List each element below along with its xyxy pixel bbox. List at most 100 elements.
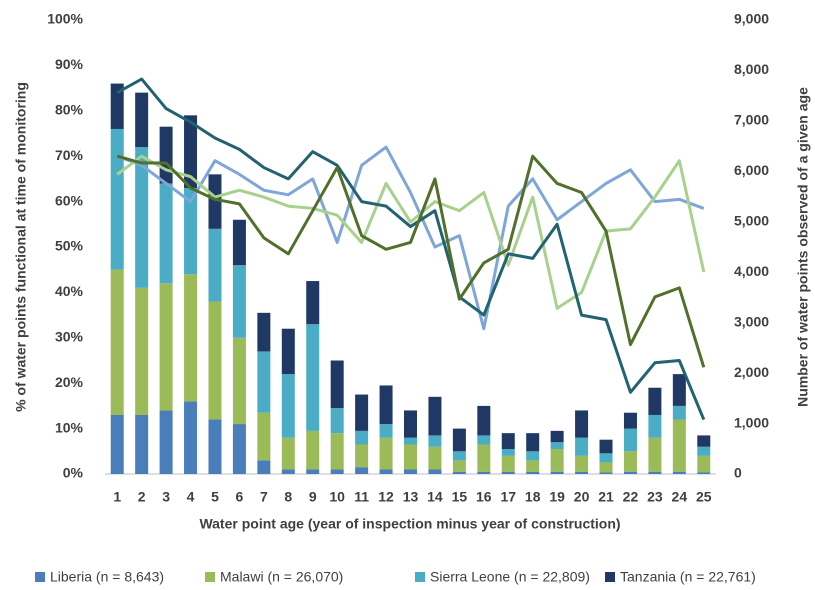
x-tick-label: 15	[452, 489, 468, 505]
x-tick-label: 8	[284, 489, 292, 505]
y-tick-label: 100%	[47, 11, 83, 27]
bar-segment	[257, 460, 271, 474]
x-tick-label: 10	[329, 489, 345, 505]
bar-segment	[526, 451, 540, 461]
bar-segment	[404, 410, 417, 438]
bar-segment	[257, 351, 271, 413]
bar-segment	[526, 460, 540, 472]
line-series	[116, 154, 706, 368]
x-tick-label: 23	[647, 489, 663, 505]
bar-segment	[672, 374, 686, 406]
bar-segment	[159, 183, 173, 284]
bar-segment	[697, 472, 711, 474]
bar-segment	[379, 385, 393, 425]
x-tick-label: 17	[500, 489, 516, 505]
x-tick-label: 14	[427, 489, 443, 505]
x-tick-label: 3	[162, 489, 170, 505]
bar-segment	[281, 328, 295, 375]
x-tick-label: 20	[574, 489, 590, 505]
bar-segment	[379, 424, 393, 438]
line-series	[116, 77, 706, 421]
y-tick-label: 70%	[55, 147, 84, 163]
x-tick-label: 18	[525, 489, 541, 505]
bar-segment	[379, 437, 393, 470]
bar-segment	[428, 469, 442, 474]
bar-segment	[575, 471, 589, 474]
y-tick-label: 0%	[63, 465, 84, 481]
bar-segment	[232, 219, 246, 266]
y-tick-label: 20%	[55, 374, 84, 390]
y2-tick-label: 5,000	[734, 212, 769, 228]
bar-segment	[575, 455, 589, 472]
x-tick-label: 24	[672, 489, 688, 505]
bar-segment	[135, 414, 149, 474]
x-tick-label: 1	[113, 489, 121, 505]
bar-segment	[648, 414, 662, 438]
y-tick-label: 90%	[55, 56, 84, 72]
x-tick-label: 16	[476, 489, 492, 505]
bar-segment	[110, 269, 124, 415]
bar-segment	[477, 444, 491, 472]
bar-segment	[208, 419, 222, 474]
bar-segment	[208, 174, 222, 229]
x-tick-label: 7	[260, 489, 268, 505]
bar-segment	[404, 444, 417, 470]
bar-segment	[159, 126, 173, 184]
x-axis-label: Water point age (year of inspection minu…	[199, 516, 620, 532]
bar-segment	[501, 433, 515, 450]
bar-segment	[550, 471, 564, 474]
legend-swatch	[605, 572, 615, 582]
x-tick-label: 5	[211, 489, 219, 505]
x-tick-label: 19	[549, 489, 565, 505]
bar-segment	[379, 469, 393, 474]
legend-label: Malawi (n = 26,070)	[220, 569, 343, 585]
y2-tick-label: 4,000	[734, 263, 769, 279]
legend-swatch	[205, 572, 215, 582]
y-tick-label: 80%	[55, 102, 84, 118]
bar-segment	[623, 451, 637, 472]
bar-segment	[428, 396, 442, 436]
bar-segment	[159, 283, 173, 411]
bar-segment	[281, 374, 295, 438]
bar-segment	[477, 471, 491, 474]
y-tick-label: 40%	[55, 283, 84, 299]
line-series	[116, 145, 705, 331]
bar-segment	[526, 471, 540, 474]
bar-segment	[110, 128, 124, 270]
y-tick-label: 30%	[55, 329, 84, 345]
bar-segment	[477, 405, 491, 436]
bar-segment	[428, 435, 442, 447]
bar-segment	[623, 428, 637, 452]
bar-segment	[208, 228, 222, 302]
bar-segment	[355, 467, 369, 474]
legend-label: Sierra Leone (n = 22,809)	[430, 569, 590, 585]
y2-axis-label: Number of water points observed of a giv…	[795, 87, 811, 407]
bar-segment	[281, 437, 295, 470]
bar-segment	[184, 401, 198, 474]
bar-segment	[330, 408, 344, 434]
bar-segment	[184, 115, 198, 188]
y2-tick-label: 8,000	[734, 61, 769, 77]
bar-segment	[575, 410, 589, 438]
bar-segment	[135, 147, 149, 288]
bar-segment	[257, 312, 271, 352]
y2-tick-label: 0	[734, 465, 742, 481]
legend-swatch	[415, 572, 425, 582]
bar-segment	[306, 430, 320, 470]
x-tick-label: 25	[696, 489, 712, 505]
bar-segment	[599, 462, 613, 473]
x-tick-label: 13	[403, 489, 419, 505]
bar-segment	[306, 469, 320, 474]
bar-segment	[110, 414, 124, 474]
legend-swatch	[35, 572, 45, 582]
bar-segment	[281, 469, 295, 474]
bar-segment	[501, 471, 515, 474]
bar-segment	[330, 360, 344, 409]
bar-segment	[306, 281, 320, 325]
bar-segment	[599, 472, 613, 474]
bar-segment	[184, 274, 198, 402]
y2-tick-label: 6,000	[734, 162, 769, 178]
bar-segment	[232, 337, 246, 425]
bar-segment	[526, 433, 540, 452]
